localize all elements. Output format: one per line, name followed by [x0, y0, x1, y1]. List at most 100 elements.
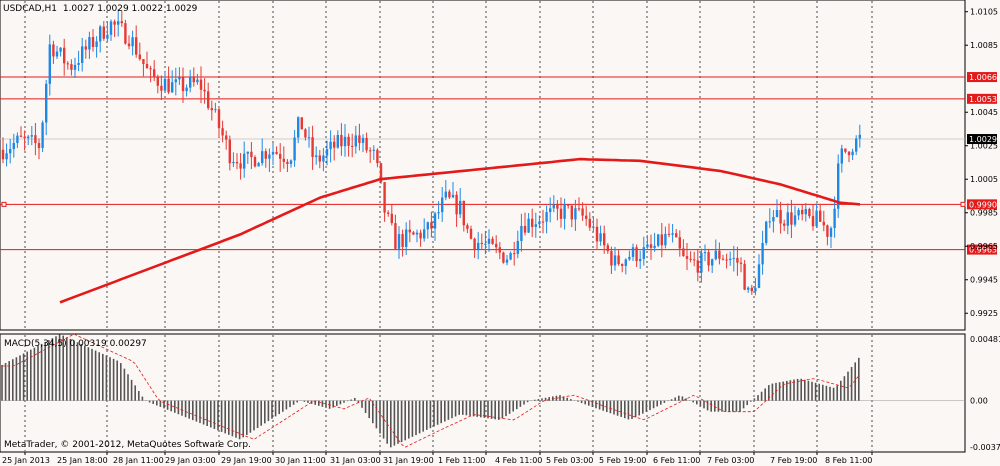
- candle-up: [815, 210, 818, 227]
- candle-down: [279, 153, 282, 159]
- candle-down: [606, 245, 609, 252]
- candle-down: [559, 208, 563, 219]
- candle-down: [37, 143, 41, 149]
- candle-down: [225, 135, 228, 140]
- x-tick-label: 7 Feb 03:00: [707, 456, 754, 465]
- candle-down: [311, 137, 314, 158]
- macd-label: MACD(5,34,5) 0.00319 0.00297: [4, 339, 147, 349]
- candle-down: [801, 209, 804, 215]
- candle-down: [743, 263, 746, 290]
- candle-down: [23, 136, 26, 139]
- candle-up: [325, 149, 329, 156]
- candle-down: [844, 148, 847, 152]
- price-panel-frame: [0, 0, 966, 331]
- candle-up: [232, 161, 235, 164]
- candle-up: [405, 229, 408, 247]
- candle-up: [117, 21, 120, 25]
- candle-down: [376, 149, 379, 164]
- candle-down: [401, 234, 404, 247]
- candle-up: [315, 155, 318, 158]
- macd-signal-line: [2, 333, 860, 448]
- x-tick-label: 25 Jan 18:00: [57, 456, 108, 465]
- candle-up: [246, 151, 249, 154]
- candle-up: [307, 137, 311, 139]
- candle-up: [613, 255, 617, 266]
- candle-up: [840, 148, 843, 164]
- candle-down: [689, 258, 692, 260]
- candle-up: [653, 245, 656, 248]
- candle-down: [556, 204, 559, 209]
- candle-up: [628, 256, 631, 260]
- macd-panel-frame: [0, 333, 966, 453]
- candle-down: [138, 54, 141, 60]
- candle-up: [30, 135, 33, 137]
- candle-up: [477, 242, 480, 250]
- candle-down: [721, 258, 725, 260]
- candle-up: [520, 225, 523, 241]
- candle-up: [189, 77, 192, 88]
- candle-down: [84, 46, 87, 50]
- y-tick-label: 1.0005: [970, 175, 998, 184]
- candle-up: [329, 141, 332, 150]
- candle-down: [621, 264, 624, 266]
- candle-up: [797, 209, 800, 216]
- level-tag-label: 1.0066: [969, 73, 997, 82]
- candle-up: [549, 208, 552, 213]
- candle-down: [264, 151, 267, 159]
- candle-up: [27, 136, 30, 139]
- candle-down: [369, 150, 372, 152]
- y-tick-label: 0.9985: [970, 209, 998, 218]
- candle-up: [657, 234, 660, 246]
- candle-down: [124, 23, 127, 44]
- candle-down: [473, 238, 476, 250]
- candle-up: [423, 229, 426, 239]
- candle-up: [163, 78, 167, 91]
- candle-up: [178, 77, 181, 80]
- x-tick-label: 6 Feb 11:00: [653, 456, 700, 465]
- candle-up: [833, 208, 836, 229]
- candle-up: [858, 134, 861, 139]
- candle-up: [196, 79, 199, 83]
- x-tick-label: 28 Jan 11:00: [113, 456, 164, 465]
- y-tick-label: 0.9925: [970, 309, 998, 318]
- candle-down: [581, 208, 584, 216]
- candle-down: [750, 287, 753, 292]
- candle-up: [664, 233, 667, 246]
- candle-up: [336, 135, 339, 148]
- candle-up: [437, 212, 440, 214]
- y-tick-label: 0.9945: [970, 276, 998, 285]
- candle-down: [495, 243, 498, 248]
- candle-up: [538, 221, 541, 225]
- candle-up: [361, 137, 365, 143]
- candle-up: [563, 204, 566, 219]
- macd-y-tick-label: -0.00371: [970, 443, 1000, 452]
- candle-down: [491, 238, 494, 244]
- candle-up: [441, 197, 444, 213]
- candle-up: [592, 226, 595, 228]
- candle-down: [667, 233, 671, 235]
- candle-down: [847, 151, 851, 156]
- candle-down: [635, 247, 638, 262]
- candle-down: [808, 208, 811, 217]
- candle-up: [711, 259, 714, 266]
- candle-down: [253, 157, 257, 167]
- candle-up: [505, 259, 509, 263]
- candle-down: [34, 135, 37, 144]
- candle-up: [354, 135, 357, 147]
- candle-down: [567, 204, 570, 206]
- candle-down: [135, 37, 138, 55]
- candle-down: [588, 218, 591, 228]
- candle-up: [372, 149, 375, 151]
- candle-up: [271, 151, 275, 155]
- macd-y-tick-label: 0.00: [970, 397, 988, 406]
- candle-down: [160, 85, 163, 91]
- candle-up: [433, 213, 437, 229]
- candle-up: [131, 37, 134, 47]
- candle-down: [149, 68, 152, 70]
- candle-up: [552, 204, 555, 209]
- copyright-text: MetaTrader, © 2001-2012, MetaQuotes Soft…: [4, 440, 251, 450]
- candle-down: [333, 141, 336, 148]
- candle-down: [736, 257, 739, 263]
